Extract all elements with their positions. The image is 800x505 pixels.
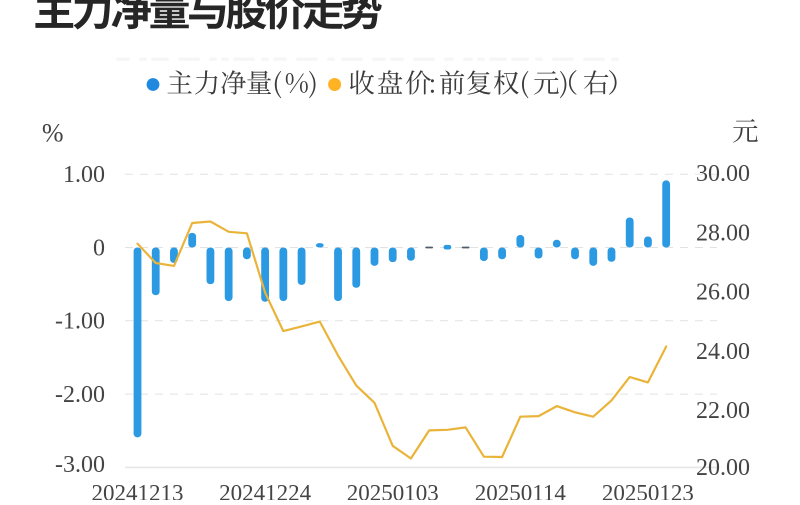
svg-text:-1.00: -1.00 <box>55 309 105 335</box>
svg-text:1.00: 1.00 <box>63 162 105 188</box>
svg-text:24.00: 24.00 <box>696 339 750 365</box>
svg-text:30.00: 30.00 <box>696 161 750 187</box>
svg-text:20250103: 20250103 <box>347 480 439 500</box>
svg-text:28.00: 28.00 <box>696 221 750 247</box>
svg-text:20241213: 20241213 <box>92 480 184 500</box>
svg-text:20.00: 20.00 <box>696 455 750 481</box>
svg-text:26.00: 26.00 <box>696 280 750 306</box>
svg-text:20250123: 20250123 <box>602 480 694 500</box>
svg-text:22.00: 22.00 <box>696 398 750 424</box>
svg-text:%: % <box>42 119 64 148</box>
svg-text:-3.00: -3.00 <box>55 452 105 478</box>
svg-text:20250114: 20250114 <box>475 480 567 500</box>
svg-text:0: 0 <box>93 235 105 261</box>
svg-text:-2.00: -2.00 <box>55 382 105 408</box>
svg-text:20241224: 20241224 <box>219 480 312 500</box>
